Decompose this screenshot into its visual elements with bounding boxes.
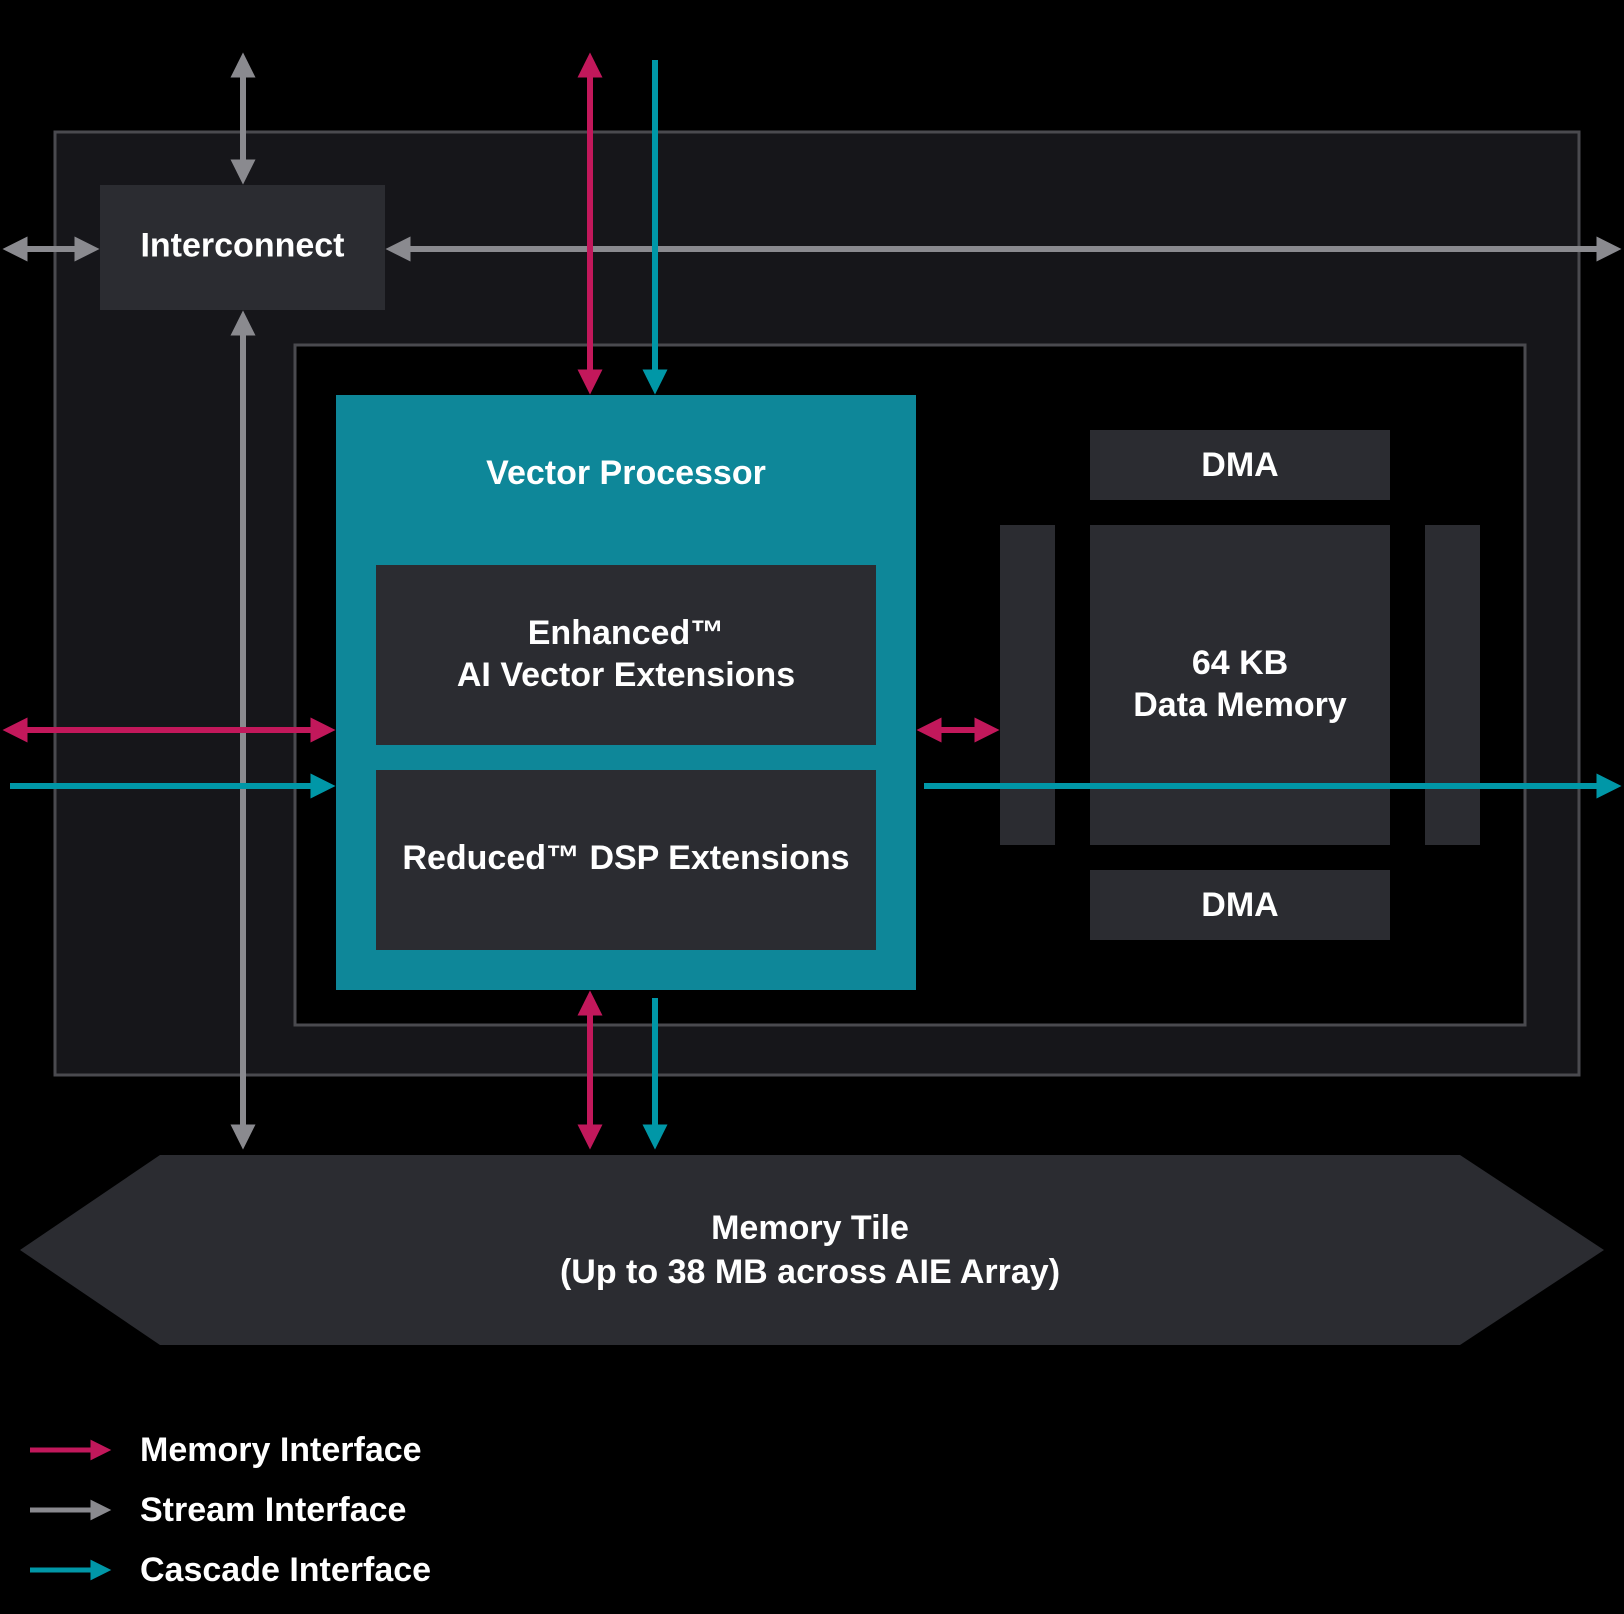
interconnect-label: Interconnect: [140, 226, 344, 264]
legend-label-1: Stream Interface: [140, 1491, 406, 1529]
memory-tile-label-1: Memory Tile: [711, 1209, 909, 1247]
data-memory-label-2: Data Memory: [1133, 686, 1347, 724]
side-bar-right: [1425, 525, 1480, 845]
dma-top-box-label: DMA: [1201, 446, 1278, 484]
ai-vector-extensions-label-2: AI Vector Extensions: [457, 656, 795, 694]
dma-bottom-box-label: DMA: [1201, 886, 1278, 924]
side-bar-left: [1000, 525, 1055, 845]
legend-label-2: Cascade Interface: [140, 1551, 431, 1589]
ai-vector-extensions-label-1: Enhanced™: [528, 614, 724, 652]
architecture-diagram: Interconnect Vector Processor Enhanced™ AI …: [0, 0, 1624, 1614]
memory-tile-label-2: (Up to 38 MB across AIE Array): [560, 1253, 1060, 1291]
dsp-extensions-label: Reduced™ DSP Extensions: [402, 839, 849, 877]
memory-tile-arrow: [20, 1155, 1604, 1345]
data-memory-label-1: 64 KB: [1192, 644, 1288, 682]
vector-processor-title: Vector Processor: [486, 454, 766, 492]
legend-label-0: Memory Interface: [140, 1431, 422, 1469]
